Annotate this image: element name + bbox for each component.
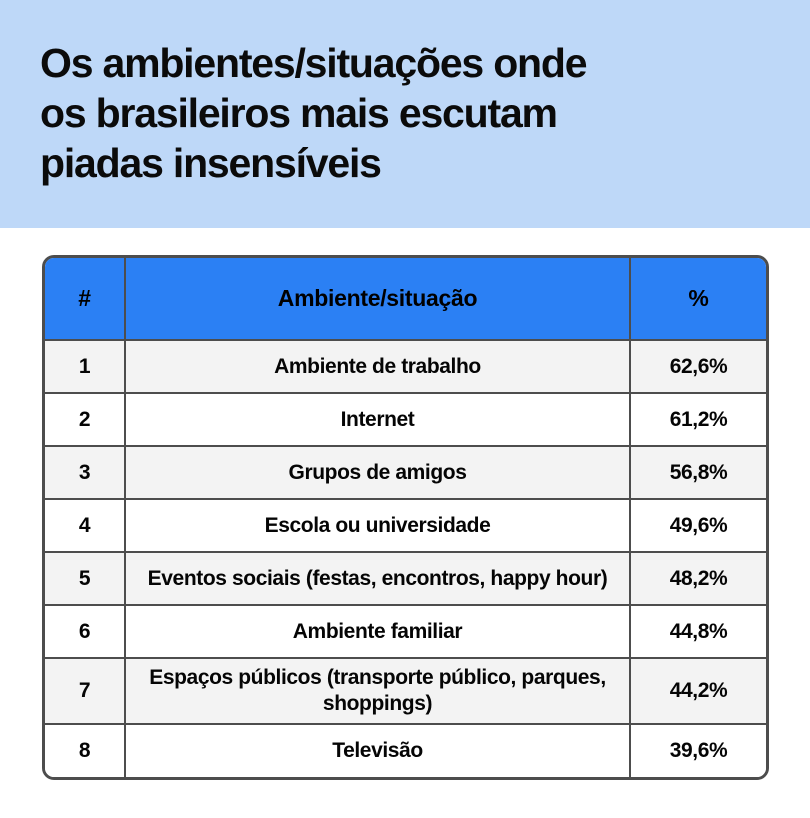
ambiente-cell: Espaços públicos (transporte público, pa…: [125, 658, 631, 725]
percent-cell: 39,6%: [630, 724, 766, 777]
column-header-ambiente: Ambiente/situação: [125, 258, 631, 341]
page-title: Os ambientes/situações onde os brasileir…: [40, 38, 770, 188]
table-row: 5 Eventos sociais (festas, encontros, ha…: [45, 552, 766, 606]
ranking-table: # Ambiente/situação % 1 Ambiente de trab…: [45, 258, 766, 777]
column-header-rank: #: [45, 258, 126, 341]
ambiente-cell: Ambiente de trabalho: [125, 340, 631, 394]
rank-cell: 1: [45, 340, 126, 394]
table-body: 1 Ambiente de trabalho 62,6% 2 Internet …: [45, 340, 766, 777]
ambiente-cell: Ambiente familiar: [125, 605, 631, 659]
rank-cell: 5: [45, 552, 126, 606]
page-title-line-2: os brasileiros mais escutam: [40, 90, 558, 136]
table-row: 4 Escola ou universidade 49,6%: [45, 499, 766, 553]
table-row: 3 Grupos de amigos 56,8%: [45, 446, 766, 500]
page-title-line-3: piadas insensíveis: [40, 140, 382, 186]
percent-cell: 49,6%: [630, 499, 766, 553]
percent-cell: 56,8%: [630, 446, 766, 500]
table-row: 8 Televisão 39,6%: [45, 724, 766, 777]
table-header-row: # Ambiente/situação %: [45, 258, 766, 341]
column-header-percent: %: [630, 258, 766, 341]
ambiente-cell: Televisão: [125, 724, 631, 777]
rank-cell: 6: [45, 605, 126, 659]
table-row: 1 Ambiente de trabalho 62,6%: [45, 340, 766, 394]
ambiente-cell: Internet: [125, 393, 631, 447]
percent-cell: 44,2%: [630, 658, 766, 725]
table-row: 6 Ambiente familiar 44,8%: [45, 605, 766, 659]
rank-cell: 4: [45, 499, 126, 553]
ambiente-cell: Grupos de amigos: [125, 446, 631, 500]
table-row: 2 Internet 61,2%: [45, 393, 766, 447]
percent-cell: 48,2%: [630, 552, 766, 606]
rank-cell: 3: [45, 446, 126, 500]
percent-cell: 61,2%: [630, 393, 766, 447]
rank-cell: 2: [45, 393, 126, 447]
ambiente-cell: Eventos sociais (festas, encontros, happ…: [125, 552, 631, 606]
ranking-table-container: # Ambiente/situação % 1 Ambiente de trab…: [42, 255, 769, 780]
percent-cell: 44,8%: [630, 605, 766, 659]
table-header: # Ambiente/situação %: [45, 258, 766, 341]
rank-cell: 7: [45, 658, 126, 725]
rank-cell: 8: [45, 724, 126, 777]
percent-cell: 62,6%: [630, 340, 766, 394]
header-banner: Os ambientes/situações onde os brasileir…: [0, 0, 810, 228]
page-title-line-1: Os ambientes/situações onde: [40, 40, 588, 86]
table-row: 7 Espaços públicos (transporte público, …: [45, 658, 766, 725]
ambiente-cell: Escola ou universidade: [125, 499, 631, 553]
